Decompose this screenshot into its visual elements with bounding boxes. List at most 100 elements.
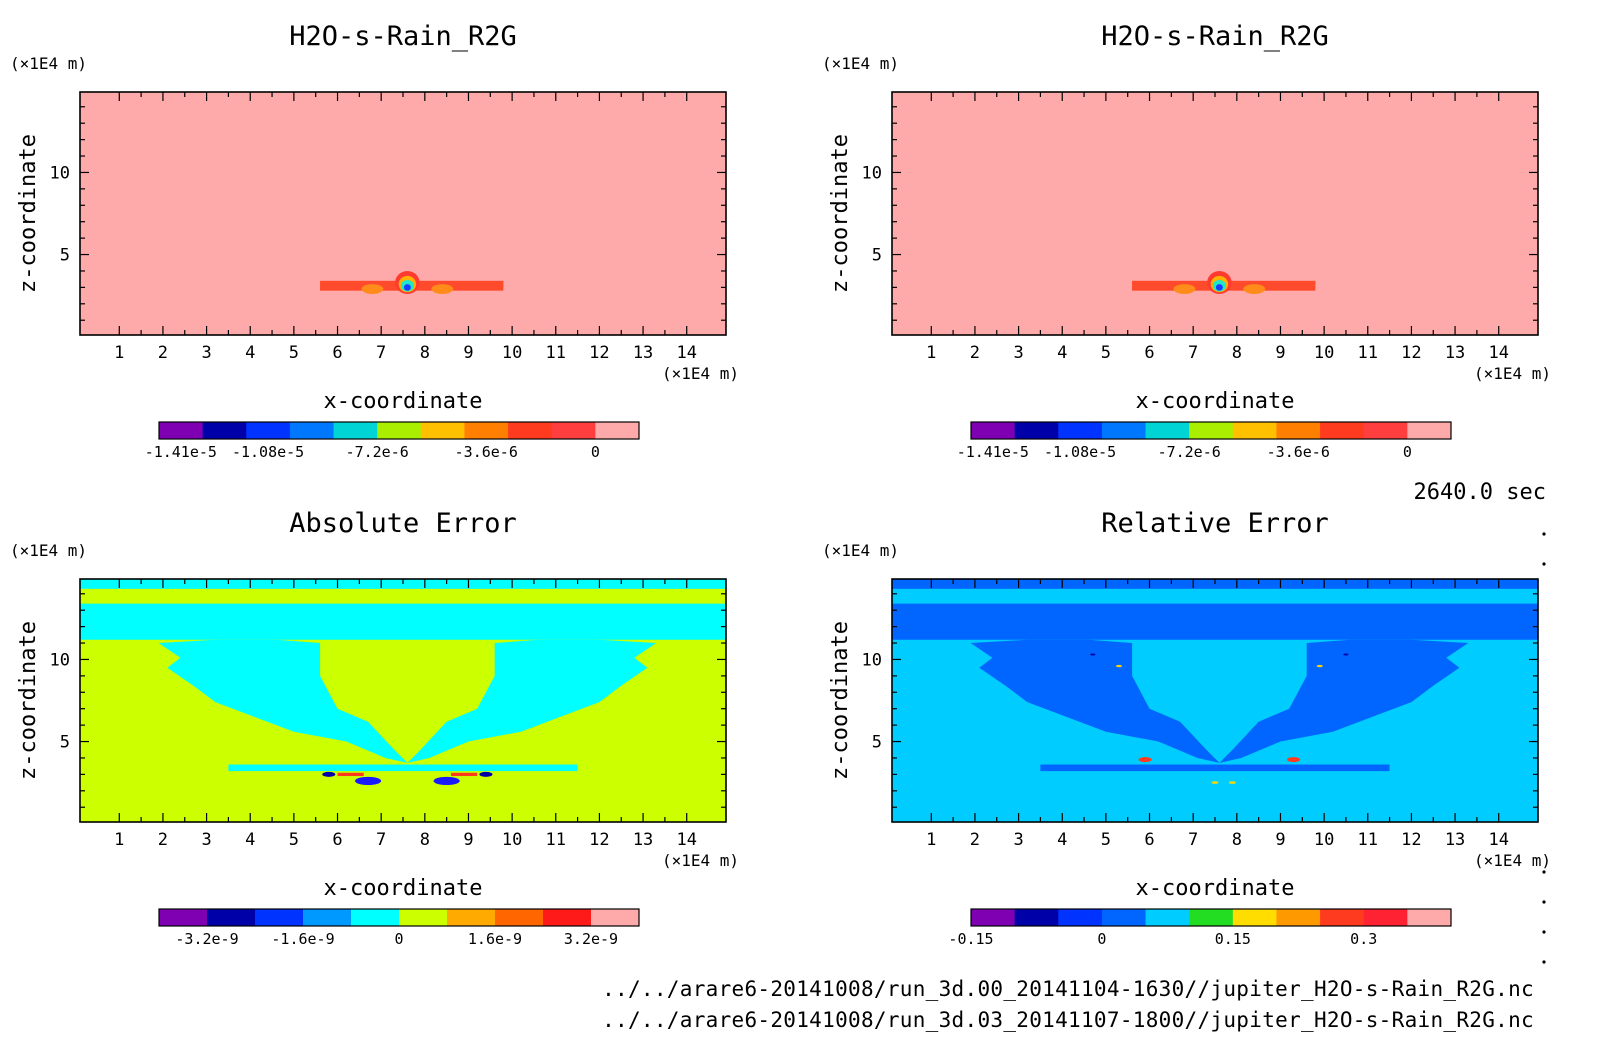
x-tick-label: 7	[376, 343, 386, 363]
x-tick-label: 7	[1188, 830, 1198, 850]
plot-area	[892, 579, 1538, 822]
x-tick-label: 6	[332, 343, 342, 363]
colorbar-swatch	[1363, 909, 1408, 926]
colorbar-label: -1.41e-5	[957, 443, 1029, 461]
x-tick-label: 4	[245, 343, 255, 363]
colorbar-swatch	[1189, 422, 1234, 439]
x-axis-unit: (×1E4 m)	[1474, 364, 1551, 383]
x-tick-label: 14	[1488, 343, 1508, 363]
colorbar-swatch	[595, 422, 640, 439]
x-axis-label: x-coordinate	[1136, 876, 1295, 901]
field-wing-right	[407, 639, 657, 763]
colorbar-label: 0	[394, 930, 403, 948]
y-axis-label: z-coordinate	[828, 621, 853, 780]
colorbar-swatch	[1232, 422, 1277, 439]
x-tick-label: 8	[420, 830, 430, 850]
colorbar-swatch	[1363, 422, 1408, 439]
colorbar-swatch	[1145, 422, 1190, 439]
y-axis-unit: (×1E4 m)	[822, 541, 899, 560]
field-blob	[1138, 757, 1152, 763]
field-band	[1040, 764, 1390, 772]
x-tick-label: 9	[1275, 830, 1285, 850]
field-background	[892, 92, 1538, 335]
colorbar-swatch	[971, 422, 1016, 439]
plot-area	[80, 92, 726, 335]
chart-title: H2O-s-Rain_R2G	[289, 21, 517, 52]
colorbar-swatch	[246, 422, 291, 439]
x-tick-label: 7	[376, 830, 386, 850]
x-tick-label: 9	[463, 343, 473, 363]
x-tick-label: 5	[289, 343, 299, 363]
colorbar-swatch	[1145, 909, 1190, 926]
field-band	[228, 764, 578, 772]
x-tick-label: 2	[158, 830, 168, 850]
x-tick-label: 14	[1488, 830, 1508, 850]
colorbar-label: -3.2e-9	[175, 930, 238, 948]
x-tick-label: 5	[1101, 830, 1111, 850]
colorbar-swatch	[207, 909, 256, 926]
x-tick-label: 13	[633, 830, 653, 850]
colorbar-frame	[158, 421, 640, 440]
field-blob	[1215, 284, 1223, 291]
x-tick-label: 2	[158, 343, 168, 363]
colorbar-swatch	[1058, 422, 1103, 439]
colorbar-swatch	[1101, 909, 1147, 926]
colorbar-swatch	[1320, 909, 1365, 926]
colorbar-frame	[970, 908, 1452, 927]
field-blob	[354, 776, 382, 786]
field-wing-right	[1219, 639, 1469, 763]
x-tick-label: 8	[1232, 830, 1242, 850]
colorbar-swatch	[1058, 909, 1103, 926]
field-blob	[1115, 664, 1123, 668]
x-tick-label: 10	[1314, 830, 1334, 850]
y-tick-label: 5	[60, 733, 70, 753]
field-blob	[361, 284, 384, 294]
y-tick-label: 5	[872, 246, 882, 266]
colorbar-label: -3.6e-6	[455, 443, 518, 461]
x-tick-label: 2	[970, 830, 980, 850]
x-tick-label: 13	[1445, 343, 1465, 363]
timestamp-label: 2640.0 sec	[1414, 480, 1546, 505]
x-tick-label: 6	[1144, 830, 1154, 850]
colorbar-swatch	[333, 422, 378, 439]
x-tick-label: 5	[1101, 343, 1111, 363]
x-tick-label: 1	[926, 830, 936, 850]
x-tick-label: 11	[1358, 830, 1378, 850]
colorbar-label: 0.15	[1215, 930, 1251, 948]
colorbar-swatch	[591, 909, 640, 926]
colorbar-swatch	[351, 909, 400, 926]
x-tick-label: 11	[546, 830, 566, 850]
colorbar-label: 0.3	[1350, 930, 1377, 948]
tick-marks	[892, 92, 1538, 335]
x-axis-label: x-coordinate	[324, 876, 483, 901]
x-tick-label: 1	[114, 343, 124, 363]
x-tick-label: 11	[1358, 343, 1378, 363]
colorbar-swatch	[1189, 909, 1234, 926]
field-blob	[1343, 653, 1349, 656]
colorbar-frame	[158, 908, 640, 927]
y-tick-label: 10	[50, 650, 70, 670]
x-tick-label: 2	[970, 343, 980, 363]
colorbar-swatch	[303, 909, 352, 926]
x-tick-label: 8	[1232, 343, 1242, 363]
x-tick-label: 6	[332, 830, 342, 850]
x-tick-label: 9	[463, 830, 473, 850]
y-axis-label: z-coordinate	[828, 134, 853, 293]
colorbar-label: 1.6e-9	[468, 930, 522, 948]
colorbar-swatch	[508, 422, 553, 439]
colorbar-label: -7.2e-6	[1158, 443, 1221, 461]
x-tick-label: 5	[289, 830, 299, 850]
field-blob	[322, 771, 336, 777]
colorbar-swatch	[289, 422, 335, 439]
dot-column	[1542, 532, 1546, 964]
plot-area	[80, 579, 726, 822]
field-wing-left	[158, 639, 408, 763]
field-blob	[1243, 284, 1266, 294]
y-axis-label: z-coordinate	[16, 134, 41, 293]
colorbar-label: -1.6e-9	[271, 930, 334, 948]
x-tick-label: 13	[633, 343, 653, 363]
colorbar-label: -3.6e-6	[1267, 443, 1330, 461]
colorbar-swatch	[1101, 422, 1147, 439]
x-tick-label: 4	[1057, 830, 1067, 850]
